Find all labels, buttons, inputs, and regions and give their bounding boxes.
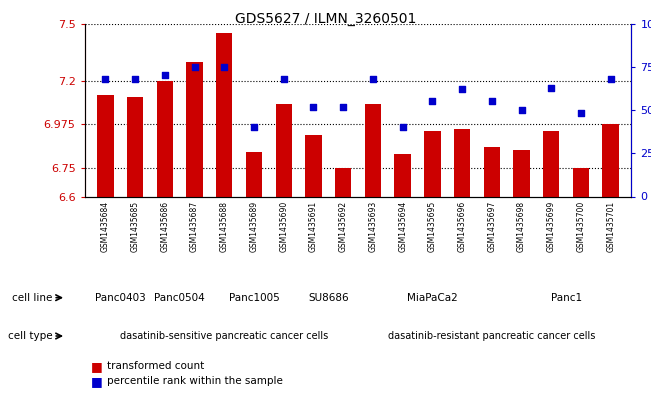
Text: percentile rank within the sample: percentile rank within the sample <box>107 376 283 386</box>
Bar <box>335 168 352 196</box>
Text: GSM1435695: GSM1435695 <box>428 200 437 252</box>
Point <box>249 124 259 130</box>
Point <box>279 76 289 82</box>
Bar <box>157 81 173 196</box>
Text: GSM1435686: GSM1435686 <box>160 200 169 252</box>
Text: Panc0504: Panc0504 <box>154 293 205 303</box>
Bar <box>454 129 470 196</box>
Bar <box>424 131 441 196</box>
Point <box>516 107 527 113</box>
Point <box>130 76 141 82</box>
Text: GDS5627 / ILMN_3260501: GDS5627 / ILMN_3260501 <box>235 12 416 26</box>
Bar <box>484 147 500 196</box>
Text: GSM1435700: GSM1435700 <box>576 200 585 252</box>
Bar <box>305 135 322 196</box>
Point <box>159 72 170 79</box>
Text: GSM1435685: GSM1435685 <box>131 200 140 252</box>
Point <box>427 98 437 105</box>
Text: SU8686: SU8686 <box>308 293 349 303</box>
Text: GSM1435696: GSM1435696 <box>458 200 467 252</box>
Point <box>219 64 230 70</box>
Text: GSM1435684: GSM1435684 <box>101 200 110 252</box>
Bar <box>395 154 411 196</box>
Text: Panc0403: Panc0403 <box>95 293 146 303</box>
Text: GSM1435687: GSM1435687 <box>190 200 199 252</box>
Text: GSM1435691: GSM1435691 <box>309 200 318 252</box>
Text: dasatinib-resistant pancreatic cancer cells: dasatinib-resistant pancreatic cancer ce… <box>388 331 596 341</box>
Text: GSM1435688: GSM1435688 <box>220 200 229 252</box>
Point <box>368 76 378 82</box>
Bar <box>573 168 589 196</box>
Point <box>486 98 497 105</box>
Point <box>575 110 586 117</box>
Text: GSM1435693: GSM1435693 <box>368 200 378 252</box>
Bar <box>97 95 114 196</box>
Text: dasatinib-sensitive pancreatic cancer cells: dasatinib-sensitive pancreatic cancer ce… <box>120 331 329 341</box>
Bar <box>602 125 619 196</box>
Point <box>100 76 111 82</box>
Text: cell line: cell line <box>12 293 53 303</box>
Bar <box>365 104 381 196</box>
Text: MiaPaCa2: MiaPaCa2 <box>407 293 458 303</box>
Text: GSM1435701: GSM1435701 <box>606 200 615 252</box>
Text: GSM1435697: GSM1435697 <box>488 200 496 252</box>
Text: Panc1005: Panc1005 <box>229 293 279 303</box>
Text: GSM1435699: GSM1435699 <box>547 200 556 252</box>
Text: GSM1435694: GSM1435694 <box>398 200 407 252</box>
Text: transformed count: transformed count <box>107 361 204 371</box>
Text: GSM1435690: GSM1435690 <box>279 200 288 252</box>
Point <box>309 103 319 110</box>
Bar <box>275 104 292 196</box>
Text: GSM1435689: GSM1435689 <box>249 200 258 252</box>
Text: ■: ■ <box>91 375 103 388</box>
Bar <box>514 151 530 196</box>
Bar <box>246 152 262 196</box>
Point <box>546 84 557 91</box>
Bar <box>127 97 143 196</box>
Bar <box>216 33 232 196</box>
Bar <box>543 131 559 196</box>
Point <box>338 103 348 110</box>
Point <box>605 76 616 82</box>
Text: Panc1: Panc1 <box>551 293 581 303</box>
Point <box>397 124 408 130</box>
Text: ■: ■ <box>91 360 103 373</box>
Text: GSM1435692: GSM1435692 <box>339 200 348 252</box>
Text: GSM1435698: GSM1435698 <box>517 200 526 252</box>
Text: cell type: cell type <box>8 331 53 341</box>
Point <box>457 86 467 92</box>
Point <box>189 64 200 70</box>
Bar <box>186 62 202 196</box>
